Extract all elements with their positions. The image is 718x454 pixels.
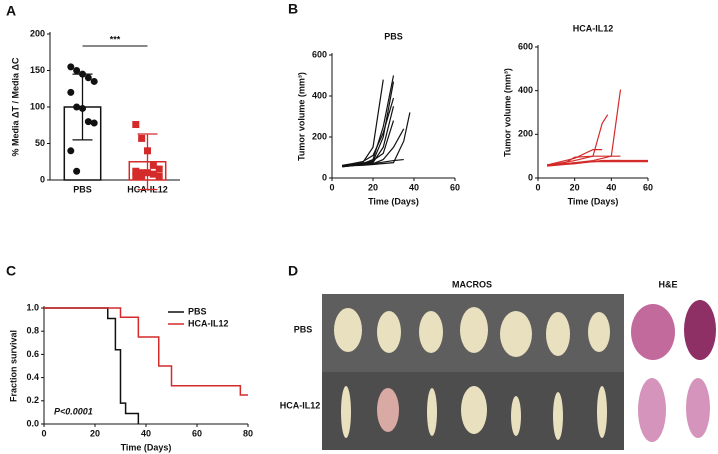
point xyxy=(155,165,163,173)
y-tick-label: 600 xyxy=(518,41,533,51)
point xyxy=(67,147,75,155)
tumors xyxy=(334,307,610,440)
x-tick-label: 60 xyxy=(192,428,202,438)
line xyxy=(547,155,621,166)
x-tick-label: 80 xyxy=(243,428,253,438)
significance: *** xyxy=(110,34,121,44)
point xyxy=(132,172,140,180)
point xyxy=(138,172,146,180)
legend-label: PBS xyxy=(188,306,207,316)
panel-label: B xyxy=(288,1,298,17)
survival-curve xyxy=(44,307,248,396)
point xyxy=(149,170,157,178)
x-tick-label: 60 xyxy=(450,182,460,192)
point xyxy=(84,118,92,126)
y-axis-label: % Media ΔT / Media ΔC xyxy=(10,57,20,156)
y-axis-label: Tumor volume (mm³) xyxy=(502,68,512,157)
y-tick-label: 400 xyxy=(518,85,533,95)
panel-d: D MACROS H&E PBS HCA-IL12 xyxy=(280,263,716,450)
panel-label: D xyxy=(288,263,298,279)
point xyxy=(144,147,151,155)
point xyxy=(79,70,86,78)
panel-label: A xyxy=(6,3,16,19)
y-tick-label: 200 xyxy=(30,28,45,38)
y-axis-label: Tumor volume (mm³) xyxy=(296,72,306,161)
point xyxy=(132,121,140,129)
point xyxy=(67,63,75,71)
panel-label: C xyxy=(6,263,16,279)
y-tick-label: 200 xyxy=(518,129,533,139)
point xyxy=(90,119,98,127)
point xyxy=(149,161,157,169)
legend-label: HCA-IL12 xyxy=(188,318,229,328)
line xyxy=(342,97,395,166)
x-tick-label: 40 xyxy=(141,428,151,438)
x-tick-label: 40 xyxy=(409,182,419,192)
x-tick-label: 60 xyxy=(643,182,653,192)
point xyxy=(155,172,163,180)
point xyxy=(73,103,81,111)
photo-title: MACROS xyxy=(452,279,492,289)
row-label: HCA-IL12 xyxy=(280,400,321,410)
y-tick-label: 600 xyxy=(312,49,327,59)
x-tick-label: 0 xyxy=(329,182,334,192)
y-tick-label: 400 xyxy=(312,90,327,100)
y-tick-label: 0.6 xyxy=(26,349,39,359)
y-tick-label: 0.0 xyxy=(26,418,39,428)
y-tick-label: 150 xyxy=(30,65,45,75)
y-tick-label: 50 xyxy=(35,138,45,148)
x-axis-label: Time (Days) xyxy=(121,442,172,452)
y-tick-label: 200 xyxy=(312,131,327,141)
point xyxy=(144,169,151,177)
x-tick-label: 20 xyxy=(90,428,100,438)
line xyxy=(547,149,603,166)
y-tick-label: 1.0 xyxy=(26,302,39,312)
chart-title: PBS xyxy=(384,31,403,41)
survival-curve xyxy=(44,307,140,424)
x-axis-label: Time (Days) xyxy=(568,196,619,206)
line xyxy=(342,120,395,167)
line xyxy=(547,161,648,166)
y-tick-label: 0.8 xyxy=(26,326,39,336)
point xyxy=(138,134,146,142)
y-tick-label: 0 xyxy=(40,174,45,184)
x-tick-label: 20 xyxy=(368,182,378,192)
point xyxy=(90,77,98,85)
y-tick-label: 0 xyxy=(322,172,327,182)
point xyxy=(67,88,75,96)
point xyxy=(138,169,146,177)
error-bar xyxy=(137,133,158,191)
chart-title: HCA-IL12 xyxy=(573,23,614,33)
point xyxy=(84,74,92,82)
point xyxy=(73,67,81,74)
x-tick-label: 40 xyxy=(606,182,616,192)
x-tick-label: PBS xyxy=(73,184,92,194)
point xyxy=(132,167,140,175)
line xyxy=(342,158,404,167)
y-tick-label: 0 xyxy=(528,172,533,182)
x-tick-label: 0 xyxy=(535,182,540,192)
y-axis-label: Fraction survival xyxy=(8,330,18,402)
y-tick-label: 100 xyxy=(30,101,45,111)
x-tick-label: 20 xyxy=(570,182,580,192)
x-tick-label: 0 xyxy=(41,428,46,438)
histology xyxy=(631,300,716,442)
x-axis-label: Time (Days) xyxy=(368,196,419,206)
point xyxy=(79,104,86,112)
point xyxy=(73,167,81,175)
photo-title: H&E xyxy=(658,279,677,289)
y-tick-label: 0.4 xyxy=(26,372,39,382)
annotation: P<0.0001 xyxy=(54,406,93,416)
row-label: PBS xyxy=(294,324,313,334)
y-tick-label: 0.2 xyxy=(26,395,39,405)
